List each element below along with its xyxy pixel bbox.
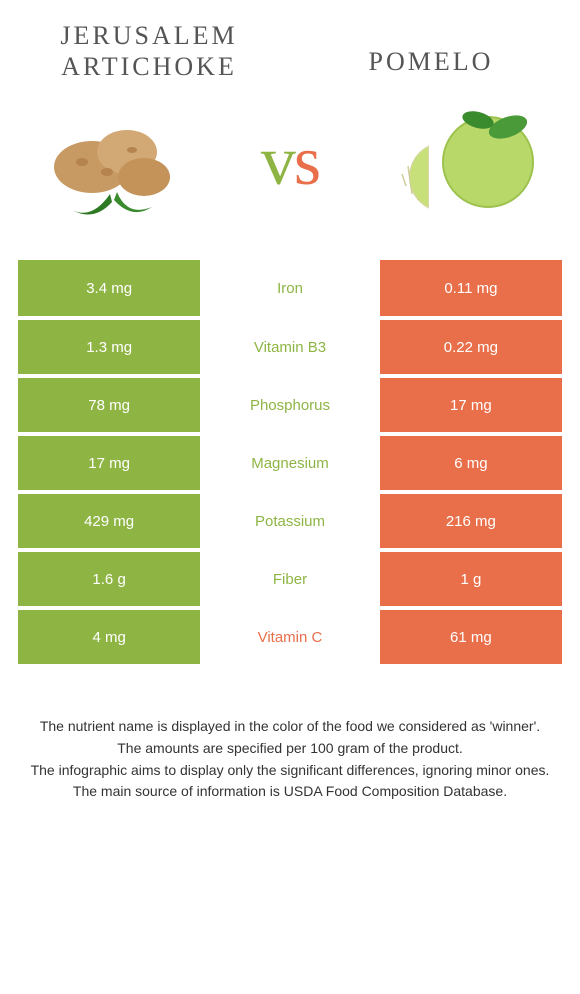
right-food-image xyxy=(378,92,548,232)
nutrient-label-cell: Magnesium xyxy=(200,434,380,492)
right-value-cell: 6 mg xyxy=(380,434,562,492)
footer-line: The amounts are specified per 100 gram o… xyxy=(24,738,556,760)
right-value-cell: 0.11 mg xyxy=(380,260,562,318)
right-value-cell: 1 g xyxy=(380,550,562,608)
footer-line: The infographic aims to display only the… xyxy=(24,760,556,782)
left-value-cell: 17 mg xyxy=(18,434,200,492)
right-food-title: Pomelo xyxy=(290,20,562,77)
left-value-cell: 4 mg xyxy=(18,608,200,666)
table-row: 17 mgMagnesium6 mg xyxy=(18,434,562,492)
left-value-cell: 3.4 mg xyxy=(18,260,200,318)
footer-line: The main source of information is USDA F… xyxy=(24,781,556,803)
nutrient-label-cell: Fiber xyxy=(200,550,380,608)
left-food-title: Jerusalem artichoke xyxy=(18,20,290,82)
vs-s-letter: s xyxy=(294,122,319,202)
left-value-cell: 78 mg xyxy=(18,376,200,434)
table-row: 3.4 mgIron0.11 mg xyxy=(18,260,562,318)
nutrient-label-cell: Phosphorus xyxy=(200,376,380,434)
nutrient-label-cell: Potassium xyxy=(200,492,380,550)
left-value-cell: 1.3 mg xyxy=(18,318,200,376)
table-row: 1.3 mgVitamin B30.22 mg xyxy=(18,318,562,376)
table-row: 4 mgVitamin C61 mg xyxy=(18,608,562,666)
left-value-cell: 1.6 g xyxy=(18,550,200,608)
table-row: 429 mgPotassium216 mg xyxy=(18,492,562,550)
right-value-cell: 61 mg xyxy=(380,608,562,666)
right-value-cell: 216 mg xyxy=(380,492,562,550)
right-value-cell: 17 mg xyxy=(380,376,562,434)
footer-line: The nutrient name is displayed in the co… xyxy=(24,716,556,738)
vs-v-letter: v xyxy=(261,122,294,202)
vs-label: vs xyxy=(261,122,319,202)
nutrient-label-cell: Vitamin C xyxy=(200,608,380,666)
nutrient-label-cell: Iron xyxy=(200,260,380,318)
header: Jerusalem artichoke Pomelo xyxy=(18,20,562,82)
nutrient-table: 3.4 mgIron0.11 mg1.3 mgVitamin B30.22 mg… xyxy=(18,260,562,668)
left-food-image xyxy=(32,92,202,232)
table-row: 78 mgPhosphorus17 mg xyxy=(18,376,562,434)
nutrient-label-cell: Vitamin B3 xyxy=(200,318,380,376)
right-value-cell: 0.22 mg xyxy=(380,318,562,376)
images-row: vs xyxy=(18,92,562,232)
table-row: 1.6 gFiber1 g xyxy=(18,550,562,608)
footer-notes: The nutrient name is displayed in the co… xyxy=(18,716,562,803)
left-value-cell: 429 mg xyxy=(18,492,200,550)
